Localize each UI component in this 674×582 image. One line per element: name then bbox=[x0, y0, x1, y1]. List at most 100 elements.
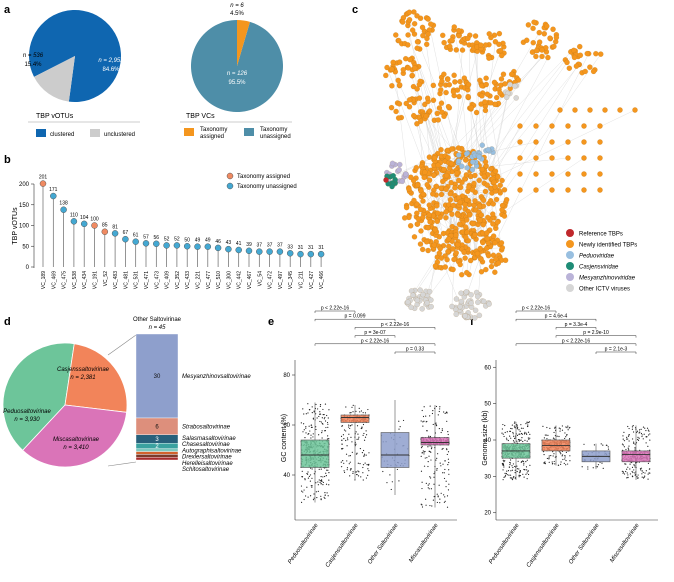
jitter-point bbox=[430, 459, 432, 461]
network-node bbox=[405, 32, 411, 38]
network-node bbox=[414, 221, 421, 227]
jitter-point bbox=[431, 412, 434, 415]
jitter-point bbox=[425, 482, 427, 484]
jitter-point bbox=[551, 461, 553, 463]
jitter-point bbox=[597, 464, 600, 466]
jitter-point bbox=[301, 470, 303, 472]
jitter-point bbox=[447, 451, 450, 453]
jitter-point bbox=[305, 427, 307, 429]
pie-label-peduo-n: n = 3,930 bbox=[14, 417, 40, 423]
jitter-point bbox=[593, 444, 595, 446]
jitter-point bbox=[645, 470, 647, 472]
network-edge bbox=[436, 82, 467, 206]
jitter-point bbox=[307, 471, 309, 473]
jitter-point bbox=[443, 501, 446, 503]
network-node bbox=[457, 184, 464, 191]
jitter-point bbox=[645, 442, 647, 444]
jitter-point bbox=[633, 441, 635, 443]
network-node bbox=[416, 81, 423, 88]
jitter-point bbox=[522, 427, 524, 429]
jitter-point bbox=[569, 455, 571, 457]
jitter-point bbox=[596, 466, 599, 468]
network-node bbox=[464, 165, 470, 171]
jitter-point bbox=[447, 433, 449, 436]
network-node bbox=[463, 289, 470, 295]
network-node bbox=[487, 100, 494, 106]
network-node bbox=[423, 41, 430, 48]
lollipop-dot bbox=[276, 248, 284, 255]
network-node bbox=[512, 83, 518, 89]
y-axis-label: TBP vOTUs bbox=[12, 207, 19, 245]
jitter-point bbox=[523, 464, 525, 466]
legend-label: Other ICTV viruses bbox=[579, 287, 630, 293]
network-node bbox=[533, 139, 539, 145]
comparison-p-value: p < 2.22e-16 bbox=[321, 306, 349, 312]
network-node bbox=[418, 228, 424, 234]
jitter-point bbox=[433, 473, 435, 475]
y-tick-label: 150 bbox=[19, 203, 30, 209]
jitter-point bbox=[347, 439, 349, 441]
jitter-point bbox=[528, 421, 531, 423]
jitter-point bbox=[516, 423, 518, 426]
network-node bbox=[443, 172, 450, 179]
jitter-point bbox=[365, 454, 367, 456]
panel-d: Casjenssaltovirinae n = 2,381 Peduosalto… bbox=[2, 317, 251, 473]
lollipop-value-label: 85 bbox=[102, 223, 108, 229]
jitter-point bbox=[319, 420, 321, 423]
jitter-point bbox=[567, 425, 569, 427]
jitter-point bbox=[629, 468, 631, 470]
network-node bbox=[441, 71, 447, 77]
jitter-point bbox=[321, 422, 323, 425]
network-node bbox=[525, 22, 532, 28]
network-node bbox=[449, 37, 455, 43]
jitter-point bbox=[349, 412, 351, 414]
network-node bbox=[419, 24, 426, 31]
jitter-point bbox=[435, 405, 438, 408]
comparison-bracket bbox=[354, 327, 436, 330]
jitter-point bbox=[547, 434, 549, 436]
jitter-point bbox=[420, 470, 423, 472]
jitter-point bbox=[502, 459, 504, 461]
jitter-point bbox=[634, 449, 636, 451]
jitter-point bbox=[601, 462, 603, 464]
network-node bbox=[597, 51, 604, 57]
lollipop-value-label: 46 bbox=[215, 239, 221, 245]
jitter-point bbox=[309, 495, 312, 497]
network-node bbox=[423, 113, 429, 119]
jitter-point bbox=[433, 476, 435, 478]
jitter-point bbox=[502, 469, 504, 471]
jitter-point bbox=[363, 453, 366, 455]
network-node bbox=[453, 311, 459, 318]
jitter-point bbox=[390, 488, 392, 491]
x-tick-label: VC_466 bbox=[319, 271, 325, 289]
lollipop-value-label: 49 bbox=[205, 238, 211, 244]
network-node bbox=[396, 101, 403, 107]
jitter-point bbox=[514, 427, 516, 429]
jitter-point bbox=[435, 422, 437, 424]
jitter-point bbox=[623, 473, 626, 475]
jitter-point bbox=[319, 413, 322, 415]
lollipop-value-label: 201 bbox=[39, 175, 48, 181]
network-node bbox=[484, 230, 490, 236]
lollipop-value-label: 41 bbox=[236, 241, 242, 247]
lollipop-value-label: 67 bbox=[123, 230, 129, 236]
jitter-point bbox=[523, 468, 525, 471]
panel-a-right: n = 6 4.5% n = 126 95.5% TBP VCs Taxonom… bbox=[180, 3, 292, 140]
jitter-point bbox=[626, 472, 628, 474]
jitter-point bbox=[327, 417, 329, 419]
network-node bbox=[416, 95, 423, 101]
jitter-point bbox=[514, 421, 516, 423]
x-tick-label: VC_352 bbox=[175, 271, 181, 289]
jitter-point bbox=[638, 429, 641, 431]
lollipop-dot bbox=[225, 245, 232, 253]
comparison-p-value: p = 0.33 bbox=[406, 347, 424, 353]
jitter-point bbox=[517, 460, 519, 462]
network-node bbox=[446, 81, 453, 88]
jitter-point bbox=[526, 469, 528, 471]
jitter-point bbox=[521, 460, 524, 462]
jitter-point bbox=[622, 435, 624, 437]
network-node bbox=[539, 53, 545, 60]
jitter-point bbox=[550, 454, 552, 457]
jitter-point bbox=[328, 479, 330, 481]
jitter-point bbox=[343, 438, 345, 440]
